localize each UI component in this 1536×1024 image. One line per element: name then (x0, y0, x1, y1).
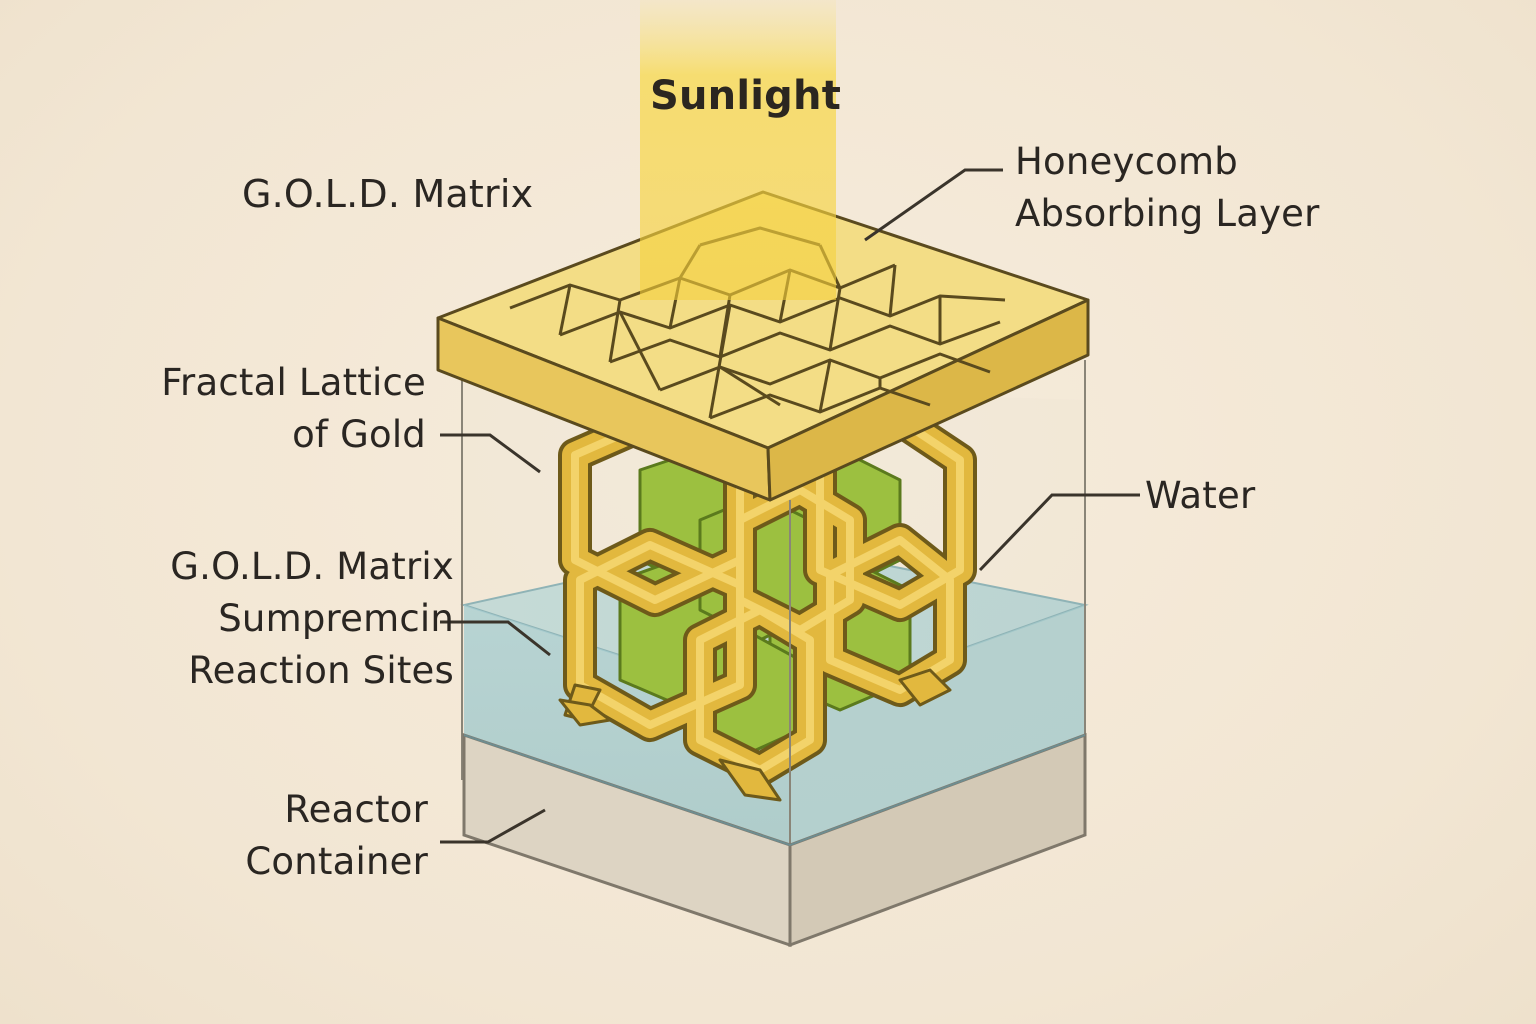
matrix-title: G.O.L.D. Matrix (242, 172, 534, 216)
honeycomb-label-line: Absorbing Layer (1015, 192, 1320, 235)
reaction-label-line: Sumpremcin (218, 597, 454, 640)
reactor-label-line: Container (245, 840, 428, 883)
water-label: Water (1145, 474, 1256, 517)
reaction-sites-label: G.O.L.D. Matrix Sumpremcin Reaction Site… (170, 541, 454, 697)
honeycomb-label-line: Honeycomb (1015, 140, 1238, 183)
honeycomb-absorbing-plate (436, 190, 1090, 502)
fractal-label-line: of Gold (292, 413, 426, 456)
reaction-label-line: Reaction Sites (188, 649, 454, 692)
reactor-label-line: Reactor (284, 788, 428, 831)
reaction-label-line: G.O.L.D. Matrix (170, 545, 454, 588)
leader-lines (440, 168, 1140, 844)
fractal-lattice-label: Fractal Lattice of Gold (161, 357, 426, 461)
sunlight-beam (640, 0, 836, 300)
fractal-label-line: Fractal Lattice (161, 361, 426, 404)
honeycomb-layer-label: Honeycomb Absorbing Layer (1015, 136, 1320, 240)
sunlight-label: Sunlight (650, 73, 842, 119)
lattice-legs (558, 668, 952, 802)
container-edges (461, 360, 1086, 890)
reactor-container-label: Reactor Container (245, 784, 428, 888)
container-base (462, 732, 1087, 948)
